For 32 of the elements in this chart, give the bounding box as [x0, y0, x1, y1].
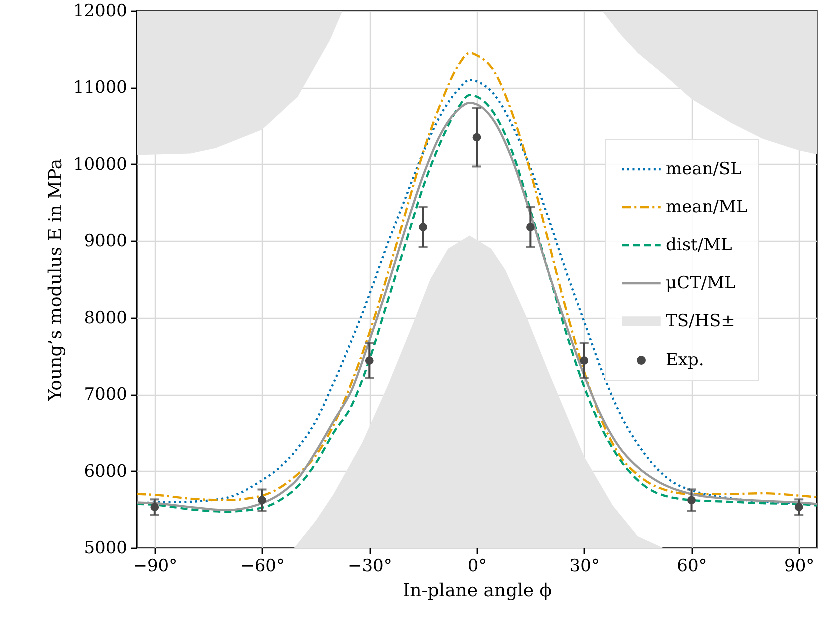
legend-label: Exp.: [666, 350, 704, 370]
y-tick-label: 12000: [73, 2, 128, 22]
y-tick-label: 10000: [73, 154, 128, 175]
point: [472, 133, 482, 142]
point: [419, 223, 428, 232]
point: [526, 223, 535, 232]
x-axis-title: In-plane angle ϕ: [402, 580, 552, 602]
y-tick-label: 9000: [84, 232, 128, 252]
y-tick-label: 6000: [84, 462, 128, 482]
point: [688, 496, 696, 505]
y-tick-label: 5000: [84, 538, 128, 558]
x-tick-label: −90°: [133, 556, 178, 576]
y-tick-label: 11000: [73, 78, 128, 98]
point: [794, 503, 804, 512]
point: [580, 356, 589, 365]
y-axis-title: Young’s modulus E in MPa: [45, 158, 66, 402]
legend-label: TS/HS±: [666, 312, 736, 332]
y-tick-label: 7000: [84, 385, 128, 406]
x-tick-label: 0°: [468, 556, 488, 576]
x-tick-label: 60°: [677, 556, 708, 576]
x-tick-label: 90°: [784, 556, 815, 576]
y-tick-label: 8000: [84, 308, 128, 328]
x-tick-label: −30°: [348, 556, 392, 576]
legend-label: mean/SL: [666, 160, 742, 180]
legend-label: dist/ML: [666, 236, 732, 256]
legend-label: mean/ML: [666, 198, 748, 218]
x-tick-label: 30°: [570, 556, 600, 576]
point: [258, 496, 266, 505]
x-tick-label: −60°: [240, 556, 285, 576]
point: [150, 503, 160, 512]
point: [365, 356, 374, 365]
legend-label: μCT/ML: [666, 274, 736, 294]
